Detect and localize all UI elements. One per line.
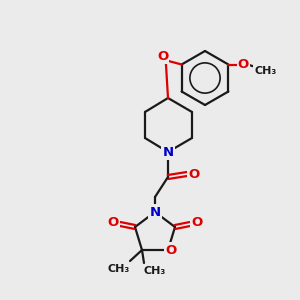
Text: CH₃: CH₃ (144, 266, 166, 276)
Text: N: N (149, 206, 161, 218)
Text: O: O (157, 50, 168, 63)
Text: CH₃: CH₃ (108, 264, 130, 274)
Text: O: O (165, 244, 177, 256)
Text: O: O (188, 167, 200, 181)
Text: O: O (191, 217, 203, 230)
Text: O: O (238, 58, 249, 71)
Text: N: N (162, 146, 174, 158)
Text: CH₃: CH₃ (254, 65, 277, 76)
Text: O: O (107, 217, 118, 230)
